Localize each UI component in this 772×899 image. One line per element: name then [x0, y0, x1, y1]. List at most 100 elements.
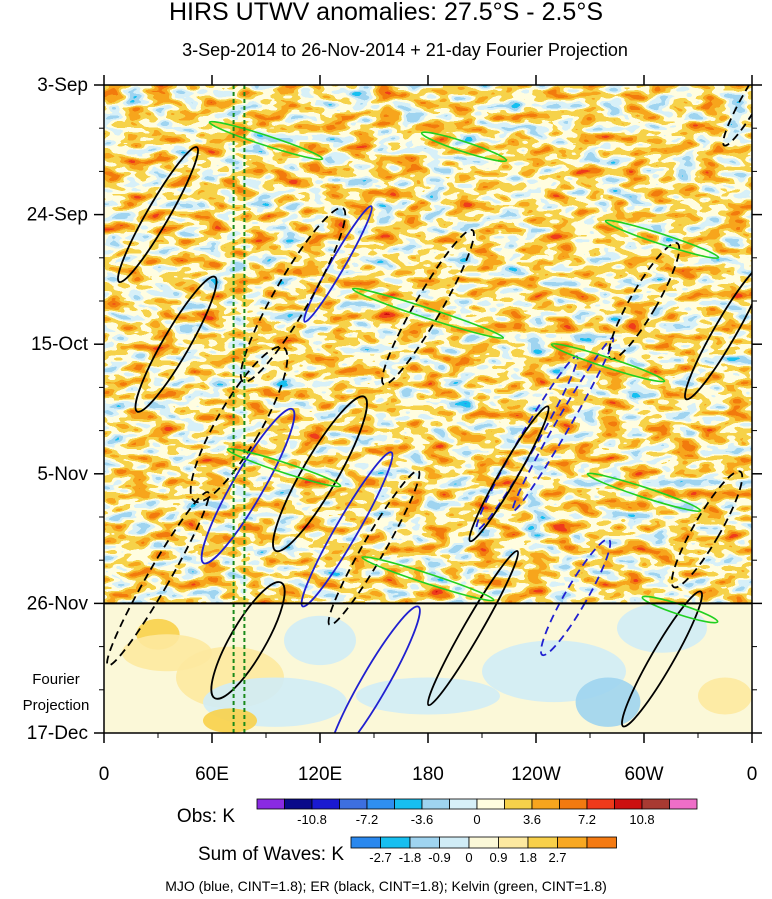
- cb1-swatch: [531, 798, 560, 810]
- projection-label-line1: Fourier: [32, 671, 80, 688]
- x-tick-label: 0: [99, 764, 110, 785]
- x-tick-label: 120W: [511, 764, 561, 785]
- contour-kelvin: [586, 472, 702, 513]
- y-tick-label: 17-Dec: [27, 723, 88, 744]
- cb2-swatch: [527, 836, 558, 849]
- cb2-tick-label: 0.9: [489, 850, 507, 865]
- cb2-swatch: [498, 836, 529, 849]
- cb1-tick-label: -7.2: [356, 812, 378, 827]
- obs-colorbar: -10.8 -7.2 -3.6 0 3.6 7.2 10.8: [256, 798, 698, 827]
- cb1-tick-label: 3.6: [523, 812, 541, 827]
- contour-kelvin: [226, 447, 342, 488]
- projection-blob: [284, 615, 356, 666]
- projection-blob: [203, 708, 257, 734]
- cb2-tick-label: -1.8: [399, 850, 421, 865]
- contour-er: [621, 590, 703, 728]
- obs-colorbar-label: Obs: K: [177, 806, 235, 827]
- cb2-tick-label: -0.9: [428, 850, 450, 865]
- projection-blobs: [122, 603, 752, 734]
- contour-er: [468, 405, 550, 543]
- anomaly-field: [104, 85, 752, 734]
- plot-canvas: 0 60E 120E 180 120W 60W 0 3-Sep 24-Sep 15-Oct 5-N…: [23, 75, 762, 865]
- cb2-swatch: [380, 836, 411, 849]
- contour-kelvin: [361, 555, 495, 602]
- cb1-swatch: [421, 798, 450, 810]
- contour-er: [670, 470, 744, 589]
- y-axis: 3-Sep 24-Sep 15-Oct 5-Nov 26-Nov 17-Dec: [27, 75, 762, 744]
- cb1-swatch: [504, 798, 533, 810]
- cb1-swatch: [394, 798, 423, 810]
- x-tick-label: 0: [747, 764, 758, 785]
- contour-er: [722, 85, 752, 147]
- x-tick-label: 120E: [298, 764, 342, 785]
- cb1-swatch: [256, 798, 285, 810]
- cb1-swatch: [614, 798, 643, 810]
- projection-label-line2: Projection: [23, 697, 90, 714]
- cb2-swatch: [409, 836, 440, 849]
- cb1-swatch: [339, 798, 368, 810]
- chart-title: HIRS UTWV anomalies: 27.5°S - 2.5°S: [168, 0, 604, 26]
- projection-blob: [617, 603, 707, 653]
- chart-subtitle: 3-Sep-2014 to 26-Nov-2014 + 21-day Fouri…: [182, 40, 628, 60]
- cb2-tick-label: 2.7: [548, 850, 566, 865]
- contour-er: [239, 206, 347, 383]
- x-axis: 0 60E 120E 180 120W 60W 0: [99, 75, 758, 785]
- cb1-tick-label: -10.8: [297, 812, 327, 827]
- cb1-swatch: [641, 798, 670, 810]
- cb1-swatch: [476, 798, 505, 810]
- y-tick-label: 3-Sep: [37, 75, 88, 96]
- contour-er: [134, 275, 218, 413]
- cb2-swatch: [350, 836, 381, 849]
- cb1-tick-label: 0: [473, 812, 480, 827]
- contour-mjo: [200, 407, 296, 565]
- y-tick-label: 5-Nov: [37, 464, 88, 485]
- wave-contours: [106, 85, 752, 733]
- contour-kelvin: [420, 131, 508, 163]
- y-tick-label: 24-Sep: [27, 205, 88, 226]
- y-tick-label: 15-Oct: [31, 334, 89, 355]
- contour-mjo: [327, 605, 421, 733]
- waves-colorbar-label: Sum of Waves: K: [198, 844, 344, 865]
- x-tick-label: 60E: [195, 764, 229, 785]
- projection-blob: [698, 677, 752, 715]
- cb1-swatch: [669, 798, 698, 810]
- contour-mjo: [303, 205, 373, 323]
- contour-kelvin: [351, 287, 505, 340]
- obs-field-group: [104, 85, 752, 604]
- cb1-swatch: [586, 798, 615, 810]
- cb1-swatch: [311, 798, 340, 810]
- y-tick-label: 26-Nov: [27, 593, 89, 614]
- contour-er: [427, 550, 519, 707]
- reference-lines: [232, 85, 246, 733]
- obs-noise-group: [104, 85, 752, 604]
- contour-er: [381, 229, 475, 386]
- cb2-swatch: [586, 836, 617, 849]
- cb1-swatch: [284, 798, 313, 810]
- cb1-swatch: [559, 798, 588, 810]
- cb1-tick-label: 10.8: [629, 812, 654, 827]
- cb2-swatch: [439, 836, 470, 849]
- contour-kelvin: [208, 120, 324, 161]
- contour-er: [327, 469, 421, 626]
- x-tick-label: 60W: [624, 764, 663, 785]
- cb2-tick-label: 0: [465, 850, 472, 865]
- contour-er: [189, 345, 289, 504]
- contour-er: [106, 491, 210, 667]
- contour-kelvin: [550, 342, 666, 383]
- x-tick-label: 180: [412, 764, 444, 785]
- obs-level-layer: [104, 85, 752, 604]
- cb2-swatch: [468, 836, 499, 849]
- contour-kelvin: [604, 219, 720, 260]
- cb1-tick-label: 7.2: [578, 812, 596, 827]
- contour-er: [117, 146, 199, 284]
- projection-blob: [575, 677, 641, 727]
- contour-er: [684, 263, 752, 401]
- contour-kelvin: [641, 595, 719, 624]
- contour-group-kelvin: [208, 120, 720, 624]
- cb1-tick-label: -3.6: [411, 812, 433, 827]
- cb1-swatch: [449, 798, 478, 810]
- waves-colorbar: -2.7 -1.8 -0.9 0 0.9 1.8 2.7: [350, 836, 617, 865]
- cb2-tick-label: 1.8: [519, 850, 537, 865]
- cb2-tick-label: -2.7: [369, 850, 391, 865]
- footer-caption: MJO (blue, CINT=1.8); ER (black, CINT=1.…: [165, 878, 607, 894]
